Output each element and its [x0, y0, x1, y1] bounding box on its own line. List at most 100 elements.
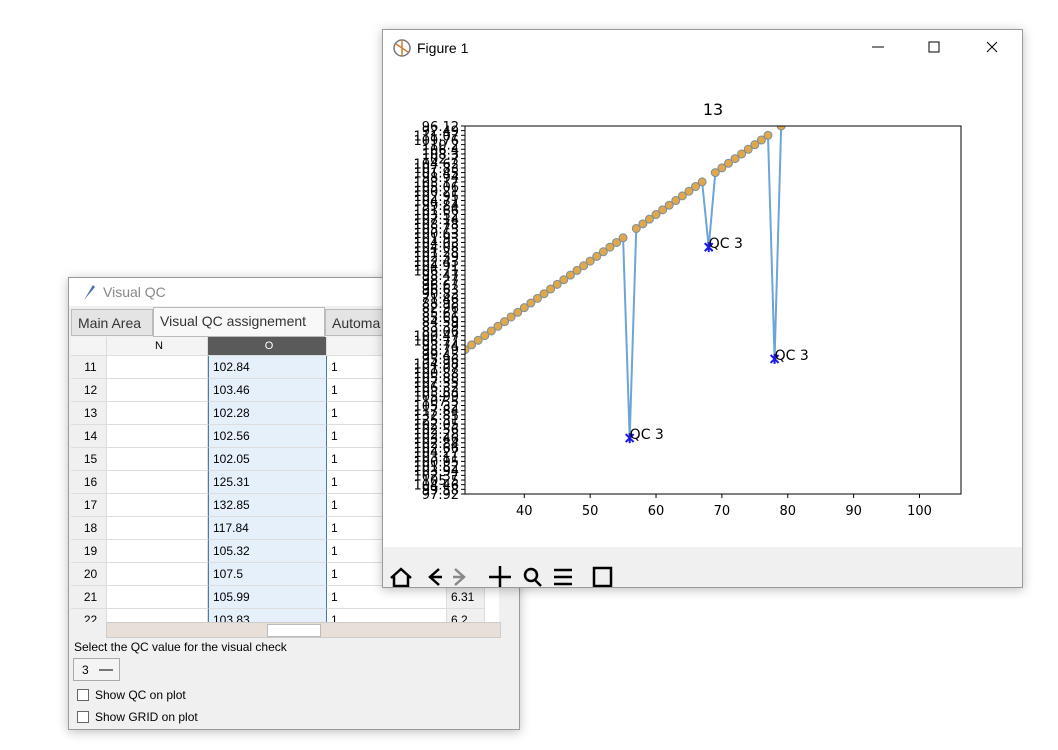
y-tick-label: 100.63	[414, 227, 460, 242]
forward-button[interactable]	[453, 568, 466, 586]
y-tick-label: 71.46	[422, 292, 459, 307]
y-tick-label: 103.94	[414, 465, 460, 480]
y-tick-label: 99.58	[422, 483, 459, 498]
data-point	[526, 298, 536, 308]
y-tick-label: 101.93	[414, 232, 460, 247]
y-tick-label: 107.5	[422, 395, 459, 410]
maximize-button[interactable]	[928, 41, 940, 53]
y-tick-label: 106.4	[422, 143, 459, 158]
y-tick-label: 90.83	[422, 288, 459, 303]
data-point	[763, 130, 773, 140]
row-header: 17	[71, 494, 107, 517]
save-button[interactable]	[592, 566, 613, 587]
cell-n	[107, 379, 208, 402]
data-point	[618, 233, 628, 243]
data-point	[559, 275, 569, 285]
window-title: Visual QC	[103, 284, 166, 300]
x-tick-label: 80	[779, 504, 796, 519]
qc-marker	[704, 242, 714, 253]
y-tick-label: 98.27	[422, 274, 459, 289]
data-point	[644, 214, 654, 224]
y-tick-label: 98.94	[422, 171, 459, 186]
row-header: 21	[71, 586, 107, 609]
x-tick-label: 50	[582, 504, 599, 519]
cell-o: 102.28	[208, 402, 327, 425]
row-header: 12	[71, 379, 107, 402]
data-point	[539, 289, 549, 299]
h-scrollbar[interactable]	[106, 622, 501, 638]
data-point	[506, 312, 516, 322]
x-tick-label: 70	[714, 504, 731, 519]
checkbox[interactable]: Show QC on plot	[77, 688, 186, 702]
data-point	[723, 158, 733, 168]
cell-n	[107, 402, 208, 425]
qc-dropdown[interactable]: 3	[73, 658, 120, 681]
back-button[interactable]	[428, 568, 442, 586]
y-tick-label: 92.49	[422, 125, 459, 140]
y-tick-label: 98.47	[422, 269, 459, 284]
cell-n	[107, 540, 208, 563]
y-tick-label: 88.98	[422, 297, 459, 312]
data-point	[737, 149, 747, 159]
x-tick-label: 90	[845, 504, 862, 519]
y-tick-label: 102.66	[414, 441, 460, 456]
y-tick-label: 103.11	[414, 451, 460, 466]
y-tick-label: 99.45	[422, 348, 459, 363]
cell-o: 107.5	[208, 563, 327, 586]
cell-n	[107, 563, 208, 586]
y-tick-label: 104.46	[414, 479, 460, 494]
y-tick-label: 96.67	[422, 278, 459, 293]
y-tick-label: 108.3	[422, 148, 459, 163]
annotation: QC 3	[775, 348, 809, 364]
data-point	[486, 326, 496, 336]
y-tick-label: 100.95	[414, 455, 460, 470]
cell-o: 102.05	[208, 448, 327, 471]
data-point	[585, 256, 595, 266]
zoom-button[interactable]	[523, 567, 542, 587]
pan-button[interactable]	[489, 566, 511, 587]
row-header: 11	[71, 356, 107, 379]
y-tick-label: 103.83	[414, 386, 460, 401]
annotation: QC 3	[630, 427, 664, 443]
y-tick-label: 101.28	[414, 246, 460, 261]
data-point	[671, 196, 681, 206]
configure-button[interactable]	[554, 568, 572, 586]
cell-o: 102.84	[208, 356, 327, 379]
toolbar	[383, 547, 1022, 587]
y-tick-label: 96.63	[422, 283, 459, 298]
row-header: 14	[71, 425, 107, 448]
y-tick-label: 102.56	[414, 423, 460, 438]
data-point	[631, 223, 641, 233]
y-tick-label: 107.14	[414, 213, 460, 228]
data-point	[638, 219, 648, 229]
row-header: 16	[71, 471, 107, 494]
y-tick-label: 89.06	[422, 325, 459, 340]
tab[interactable]: Visual QC assignement	[153, 307, 325, 337]
cell-o: 117.84	[208, 517, 327, 540]
y-tick-label: 107.35	[414, 376, 460, 391]
y-tick-label: 102.39	[414, 250, 460, 265]
cell-o: 132.85	[208, 494, 327, 517]
data-point	[552, 279, 562, 289]
home-button[interactable]	[390, 567, 412, 587]
checkbox[interactable]: Show GRID on plot	[77, 710, 198, 724]
column-header: O	[208, 337, 327, 356]
y-tick-label: 100.47	[414, 330, 460, 345]
y-tick-label: 107.83	[414, 162, 460, 177]
y-tick-label: 96.12	[422, 120, 459, 135]
cell-o: 102.56	[208, 425, 327, 448]
y-tick-label: 104.03	[414, 236, 460, 251]
tab[interactable]: Main Area	[71, 309, 153, 336]
y-tick-label: 132.85	[414, 409, 460, 424]
checkbox-label: Show QC on plot	[95, 688, 186, 702]
y-tick-label: 100.21	[414, 185, 460, 200]
y-tick-label: 82.96	[422, 302, 459, 317]
y-tick-label: 125.31	[414, 413, 460, 428]
y-tick-label: 104.98	[414, 358, 460, 373]
cell: 1	[327, 609, 447, 622]
close-button[interactable]	[986, 41, 998, 53]
y-tick-label: 101.07	[414, 362, 460, 377]
y-tick-label: 102.84	[414, 437, 460, 452]
y-tick-label: 105.88	[414, 372, 460, 387]
